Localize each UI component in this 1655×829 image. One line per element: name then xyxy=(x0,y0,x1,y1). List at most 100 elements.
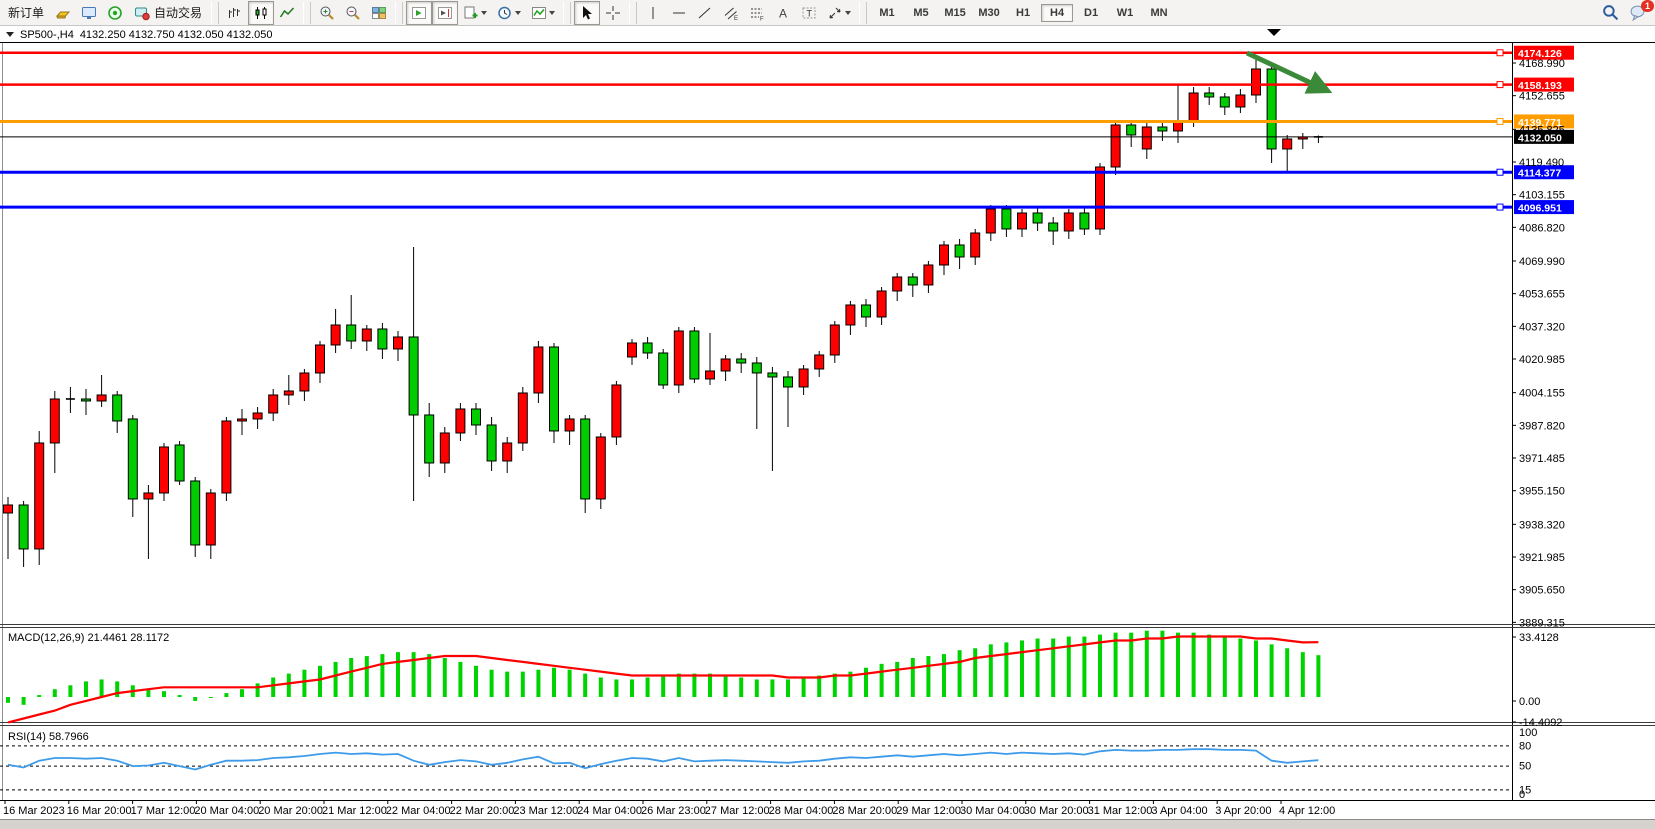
timeframe-m15[interactable]: M15 xyxy=(944,6,966,19)
macd-bar xyxy=(1051,638,1056,697)
chevron-down-icon xyxy=(481,10,488,15)
candlestick-chart-icon[interactable] xyxy=(248,0,275,25)
timeframe-m30[interactable]: M30 xyxy=(978,6,1000,19)
timeframe-h1[interactable]: H1 xyxy=(1016,6,1031,19)
macd-bar xyxy=(567,669,572,697)
time-tick-label: 28 Mar 04:00 xyxy=(769,805,834,817)
label-icon[interactable]: T xyxy=(796,1,822,25)
candle-body xyxy=(783,376,793,388)
annotations[interactable] xyxy=(1245,29,1333,94)
period-icon[interactable] xyxy=(492,1,526,25)
macd-bar xyxy=(115,681,120,697)
zoom-in-icon[interactable] xyxy=(314,1,340,25)
macd-bar xyxy=(411,652,416,697)
candle-body xyxy=(408,336,419,416)
candle-body xyxy=(939,244,949,266)
macd-bar xyxy=(193,697,198,701)
timeframe-m1[interactable]: M1 xyxy=(879,6,895,19)
candle-body xyxy=(767,372,778,378)
fibonacci-icon[interactable]: F xyxy=(744,1,770,25)
macd-bar xyxy=(630,679,634,697)
timeframe-h4[interactable]: H4 xyxy=(1041,3,1074,22)
time-tick-label: 23 Mar 12:00 xyxy=(513,805,578,817)
candle-body xyxy=(673,330,684,386)
zoom-out-icon[interactable] xyxy=(340,1,366,25)
macd-bar xyxy=(442,658,447,697)
horizontal-line-icon[interactable] xyxy=(666,1,692,25)
new-order-button[interactable]: 新订单 xyxy=(2,2,50,24)
new-chart-icon[interactable] xyxy=(458,1,492,25)
collapse-icon[interactable] xyxy=(6,32,14,37)
chart-shift-icon[interactable] xyxy=(432,0,459,25)
macd-bar xyxy=(552,667,556,697)
candle-body xyxy=(268,394,279,414)
rsi-tick-label: 0 xyxy=(1519,789,1525,801)
vertical-line-icon[interactable] xyxy=(640,1,666,25)
time-tick-label: 3 Apr 20:00 xyxy=(1215,805,1271,817)
macd-bar xyxy=(318,665,322,697)
tile-windows-icon[interactable] xyxy=(366,1,392,25)
candle-body xyxy=(954,244,965,258)
cursor-icon[interactable] xyxy=(574,0,601,25)
macd-bar xyxy=(458,661,463,697)
macd-bar xyxy=(364,656,369,697)
trendline-icon[interactable] xyxy=(692,1,718,25)
terminal-icon[interactable] xyxy=(76,1,102,25)
separator xyxy=(211,1,220,24)
crosshair-icon[interactable] xyxy=(600,1,626,25)
macd-bar xyxy=(770,679,775,697)
timeframe-w1[interactable]: W1 xyxy=(1116,6,1134,19)
search-icon[interactable] xyxy=(1597,1,1623,25)
macd-bar xyxy=(1316,655,1321,697)
candles xyxy=(3,56,1323,567)
price-tick-label: 3921.985 xyxy=(1519,552,1565,564)
radar-icon[interactable] xyxy=(102,1,128,25)
price-lines[interactable]: 4174.126 4158.193 4139.771 4132.050 4114.377… xyxy=(0,45,1574,215)
time-tick-label: 16 Mar 2023 xyxy=(3,805,65,817)
channel-icon[interactable]: E xyxy=(718,1,744,25)
rsi-tick-label: 80 xyxy=(1519,740,1531,752)
macd-bar xyxy=(380,654,385,697)
candle-body xyxy=(892,276,903,292)
autotrade-button[interactable]: 自动交易 xyxy=(128,2,208,24)
timeframe-mn[interactable]: MN xyxy=(1150,6,1168,19)
line-handle xyxy=(1496,117,1504,125)
macd-bar xyxy=(84,681,88,697)
macd-tick-label: -14.4092 xyxy=(1519,717,1562,729)
macd-bar xyxy=(37,695,42,697)
candle-body xyxy=(611,384,622,438)
notifications-icon[interactable]: 1 xyxy=(1623,0,1654,25)
bar-chart-icon[interactable] xyxy=(222,1,248,25)
price-tick-label: 4037.320 xyxy=(1519,321,1565,333)
candle-body xyxy=(1032,212,1043,224)
rsi-tick-label: 50 xyxy=(1519,761,1531,773)
macd-bar xyxy=(942,654,946,697)
candle-body xyxy=(1126,124,1137,136)
macd-bar xyxy=(333,661,338,697)
gold-icon[interactable] xyxy=(50,1,76,25)
line-chart-icon[interactable] xyxy=(274,1,300,25)
chart-title-bar: SP500-,H4 4132.250 4132.750 4132.050 413… xyxy=(0,27,1655,42)
macd-bar xyxy=(1191,632,1196,697)
timeframe-group: M1 M5 M15 M30 H1 H4 D1 W1 MN xyxy=(870,3,1176,22)
time-tick-label: 3 Apr 04:00 xyxy=(1151,805,1207,817)
price-tick-label: 4086.820 xyxy=(1519,222,1565,234)
timeframe-m5[interactable]: M5 xyxy=(913,6,929,19)
text-icon[interactable]: A xyxy=(770,1,796,25)
candle-body xyxy=(502,442,513,462)
timeframe-d1[interactable]: D1 xyxy=(1084,6,1099,19)
indicators-icon[interactable] xyxy=(526,1,560,25)
macd-bar xyxy=(162,691,166,697)
arrows-icon[interactable] xyxy=(822,1,856,25)
macd-bar xyxy=(645,677,650,697)
macd-bar xyxy=(583,673,588,697)
candle-body xyxy=(923,264,934,286)
candle-body xyxy=(377,328,388,350)
candle-body xyxy=(1188,92,1199,122)
autoscroll-icon[interactable] xyxy=(406,0,433,25)
candle-body xyxy=(1282,138,1293,150)
time-tick-label: 31 Mar 12:00 xyxy=(1088,805,1153,817)
chevron-down-icon xyxy=(549,10,556,15)
candle-body xyxy=(970,232,981,258)
